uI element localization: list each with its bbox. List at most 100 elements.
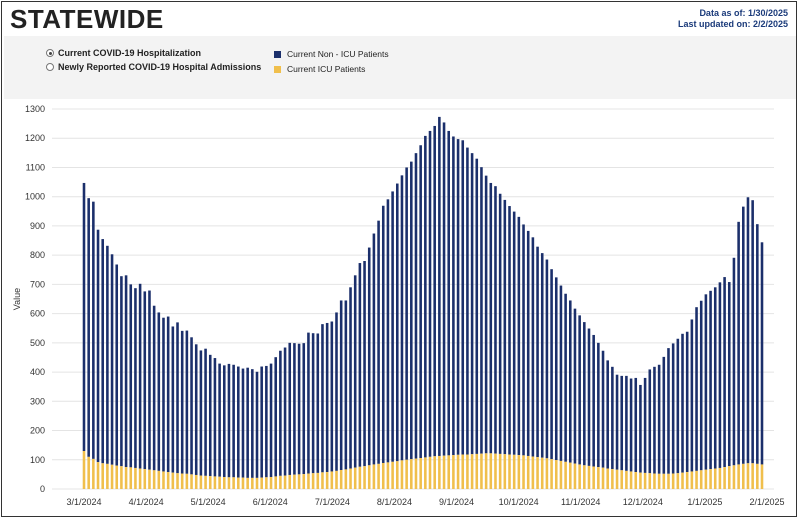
x-tick-label: 8/1/2024 <box>377 497 412 507</box>
option-new-admissions[interactable]: Newly Reported COVID-19 Hospital Admissi… <box>46 62 261 72</box>
bar-non-icu <box>480 167 483 454</box>
bar-non-icu <box>237 366 240 478</box>
bar-non-icu <box>522 224 525 456</box>
bar-non-icu <box>718 282 722 468</box>
bar-icu <box>578 464 581 489</box>
bar-icu <box>410 459 413 489</box>
bar-non-icu <box>269 363 273 478</box>
bar-non-icu <box>129 284 133 468</box>
bar-icu <box>344 469 348 489</box>
bar-non-icu <box>339 300 343 470</box>
bar-non-icu <box>194 344 198 475</box>
bar-non-icu <box>124 275 128 468</box>
bar-non-icu <box>512 211 516 455</box>
radio-unselected-icon[interactable] <box>46 63 54 71</box>
y-tick-label: 1100 <box>26 162 45 172</box>
bar-icu <box>419 458 422 489</box>
option-current-hospitalization[interactable]: Current COVID-19 Hospitalization <box>46 48 201 58</box>
bar-non-icu <box>540 253 544 458</box>
bar-non-icu <box>545 259 549 459</box>
bar-non-icu <box>330 321 334 472</box>
bar-non-icu <box>227 363 231 478</box>
bar-non-icu <box>199 350 203 476</box>
x-tick-label: 5/1/2024 <box>191 497 226 507</box>
legend-label: Current Non - ICU Patients <box>287 49 389 59</box>
x-tick-label: 11/1/2024 <box>561 497 600 507</box>
bar-non-icu <box>120 276 123 467</box>
bar-icu <box>87 456 90 489</box>
bar-icu <box>255 477 259 489</box>
bar-icu <box>311 473 315 489</box>
y-tick-label: 0 <box>40 484 45 494</box>
bar-non-icu <box>419 145 422 459</box>
bar-icu <box>302 474 306 489</box>
bar-non-icu <box>208 354 212 477</box>
bar-icu <box>321 472 324 489</box>
bar-icu <box>363 466 366 489</box>
bar-non-icu <box>134 288 137 468</box>
legend-swatch-icu <box>274 65 281 73</box>
radio-selected-icon[interactable] <box>46 49 54 57</box>
bar-non-icu <box>265 365 268 478</box>
bar-non-icu <box>293 343 296 475</box>
bar-icu <box>241 477 245 489</box>
bar-icu <box>424 457 427 489</box>
bar-icu <box>480 453 483 489</box>
bar-icu <box>681 472 684 489</box>
bar-icu <box>456 454 460 489</box>
bar-icu <box>293 474 296 489</box>
bar-icu <box>756 463 759 489</box>
bar-non-icu <box>592 334 595 467</box>
bar-icu <box>307 473 310 489</box>
bar-non-icu <box>601 350 605 468</box>
legend-item-icu[interactable]: Current ICU Patients <box>274 64 365 74</box>
bar-icu <box>438 455 441 489</box>
x-tick-label: 7/1/2024 <box>315 497 350 507</box>
bar-icu <box>522 455 525 489</box>
hospitalization-chart: 0 100 200 300 400 500 600 700 800 900 1000 1100 1200… <box>12 104 785 507</box>
bar-non-icu <box>723 277 726 468</box>
bar-non-icu <box>410 161 413 460</box>
bar-non-icu <box>321 324 324 473</box>
bar-non-icu <box>508 206 511 455</box>
bar-icu <box>190 474 193 489</box>
controls-panel: Current COVID-19 Hospitalization Newly R… <box>4 36 796 99</box>
bar-non-icu <box>395 183 399 462</box>
bar-icu <box>386 462 390 489</box>
bar-non-icu <box>489 182 493 454</box>
y-tick-label: 500 <box>30 338 45 348</box>
bar-non-icu <box>414 153 418 459</box>
bar-icu <box>251 477 254 489</box>
bar-icu <box>330 471 334 489</box>
bar-icu <box>269 477 273 489</box>
bar-non-icu <box>503 199 507 455</box>
x-tick-label: 10/1/2024 <box>499 497 539 507</box>
bar-non-icu <box>363 261 366 467</box>
bar-non-icu <box>218 363 221 477</box>
bar-icu <box>166 472 170 489</box>
bar-icu <box>92 458 95 489</box>
bar-non-icu <box>260 366 263 478</box>
bar-non-icu <box>148 290 151 470</box>
bar-non-icu <box>152 305 156 471</box>
bar-non-icu <box>82 182 86 451</box>
bar-non-icu <box>597 342 600 468</box>
bar-non-icu <box>302 343 306 475</box>
bar-icu <box>138 468 142 489</box>
bar-non-icu <box>204 348 207 476</box>
bar-icu <box>260 477 263 489</box>
y-tick-label: 400 <box>30 367 45 377</box>
bar-icu <box>391 461 394 489</box>
bar-non-icu <box>316 333 320 473</box>
bar-icu <box>760 464 764 489</box>
x-tick-label: 1/1/2025 <box>687 497 722 507</box>
bar-icu <box>718 467 722 489</box>
bar-non-icu <box>381 205 385 463</box>
bar-non-icu <box>166 316 170 473</box>
bar-icu <box>204 475 207 489</box>
bar-non-icu <box>185 330 189 474</box>
bar-non-icu <box>709 290 712 470</box>
bar-icu <box>428 456 432 489</box>
legend-item-non-icu[interactable]: Current Non - ICU Patients <box>274 49 389 59</box>
bar-non-icu <box>657 364 661 474</box>
